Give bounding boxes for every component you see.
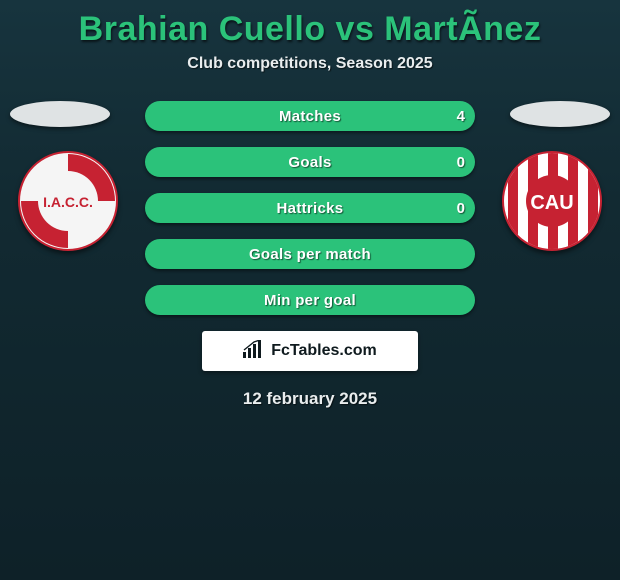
stat-label: Goals per match — [249, 246, 371, 263]
branding-badge: FcTables.com — [202, 331, 418, 371]
stat-right-value: 0 — [457, 154, 465, 171]
stat-rows: Matches 4 Goals 0 Hattricks 0 Goals per … — [145, 101, 475, 315]
stat-label: Goals — [288, 154, 331, 171]
page-subtitle: Club competitions, Season 2025 — [0, 55, 620, 73]
stat-row-matches: Matches 4 — [145, 101, 475, 131]
stat-label: Matches — [279, 108, 341, 125]
stat-row-hattricks: Hattricks 0 — [145, 193, 475, 223]
comparison-date: 12 february 2025 — [0, 389, 620, 409]
player-avatar-right — [510, 101, 610, 127]
stat-row-min-per-goal: Min per goal — [145, 285, 475, 315]
stat-label: Min per goal — [264, 292, 356, 309]
svg-text:I.A.C.C.: I.A.C.C. — [43, 194, 93, 210]
stats-zone: I.A.C.C. CAU — [0, 101, 620, 315]
branding-chart-icon — [243, 340, 265, 363]
stat-label: Hattricks — [277, 200, 344, 217]
branding-text: FcTables.com — [271, 342, 377, 360]
stat-row-goals-per-match: Goals per match — [145, 239, 475, 269]
stat-right-value: 4 — [457, 108, 465, 125]
player-avatar-left — [10, 101, 110, 127]
svg-text:CAU: CAU — [530, 192, 573, 214]
stat-right-value: 0 — [457, 200, 465, 217]
stat-row-goals: Goals 0 — [145, 147, 475, 177]
page-title: Brahian Cuello vs MartÃnez — [0, 10, 620, 49]
club-crest-right: CAU — [502, 151, 602, 251]
club-crest-left: I.A.C.C. — [18, 151, 118, 251]
